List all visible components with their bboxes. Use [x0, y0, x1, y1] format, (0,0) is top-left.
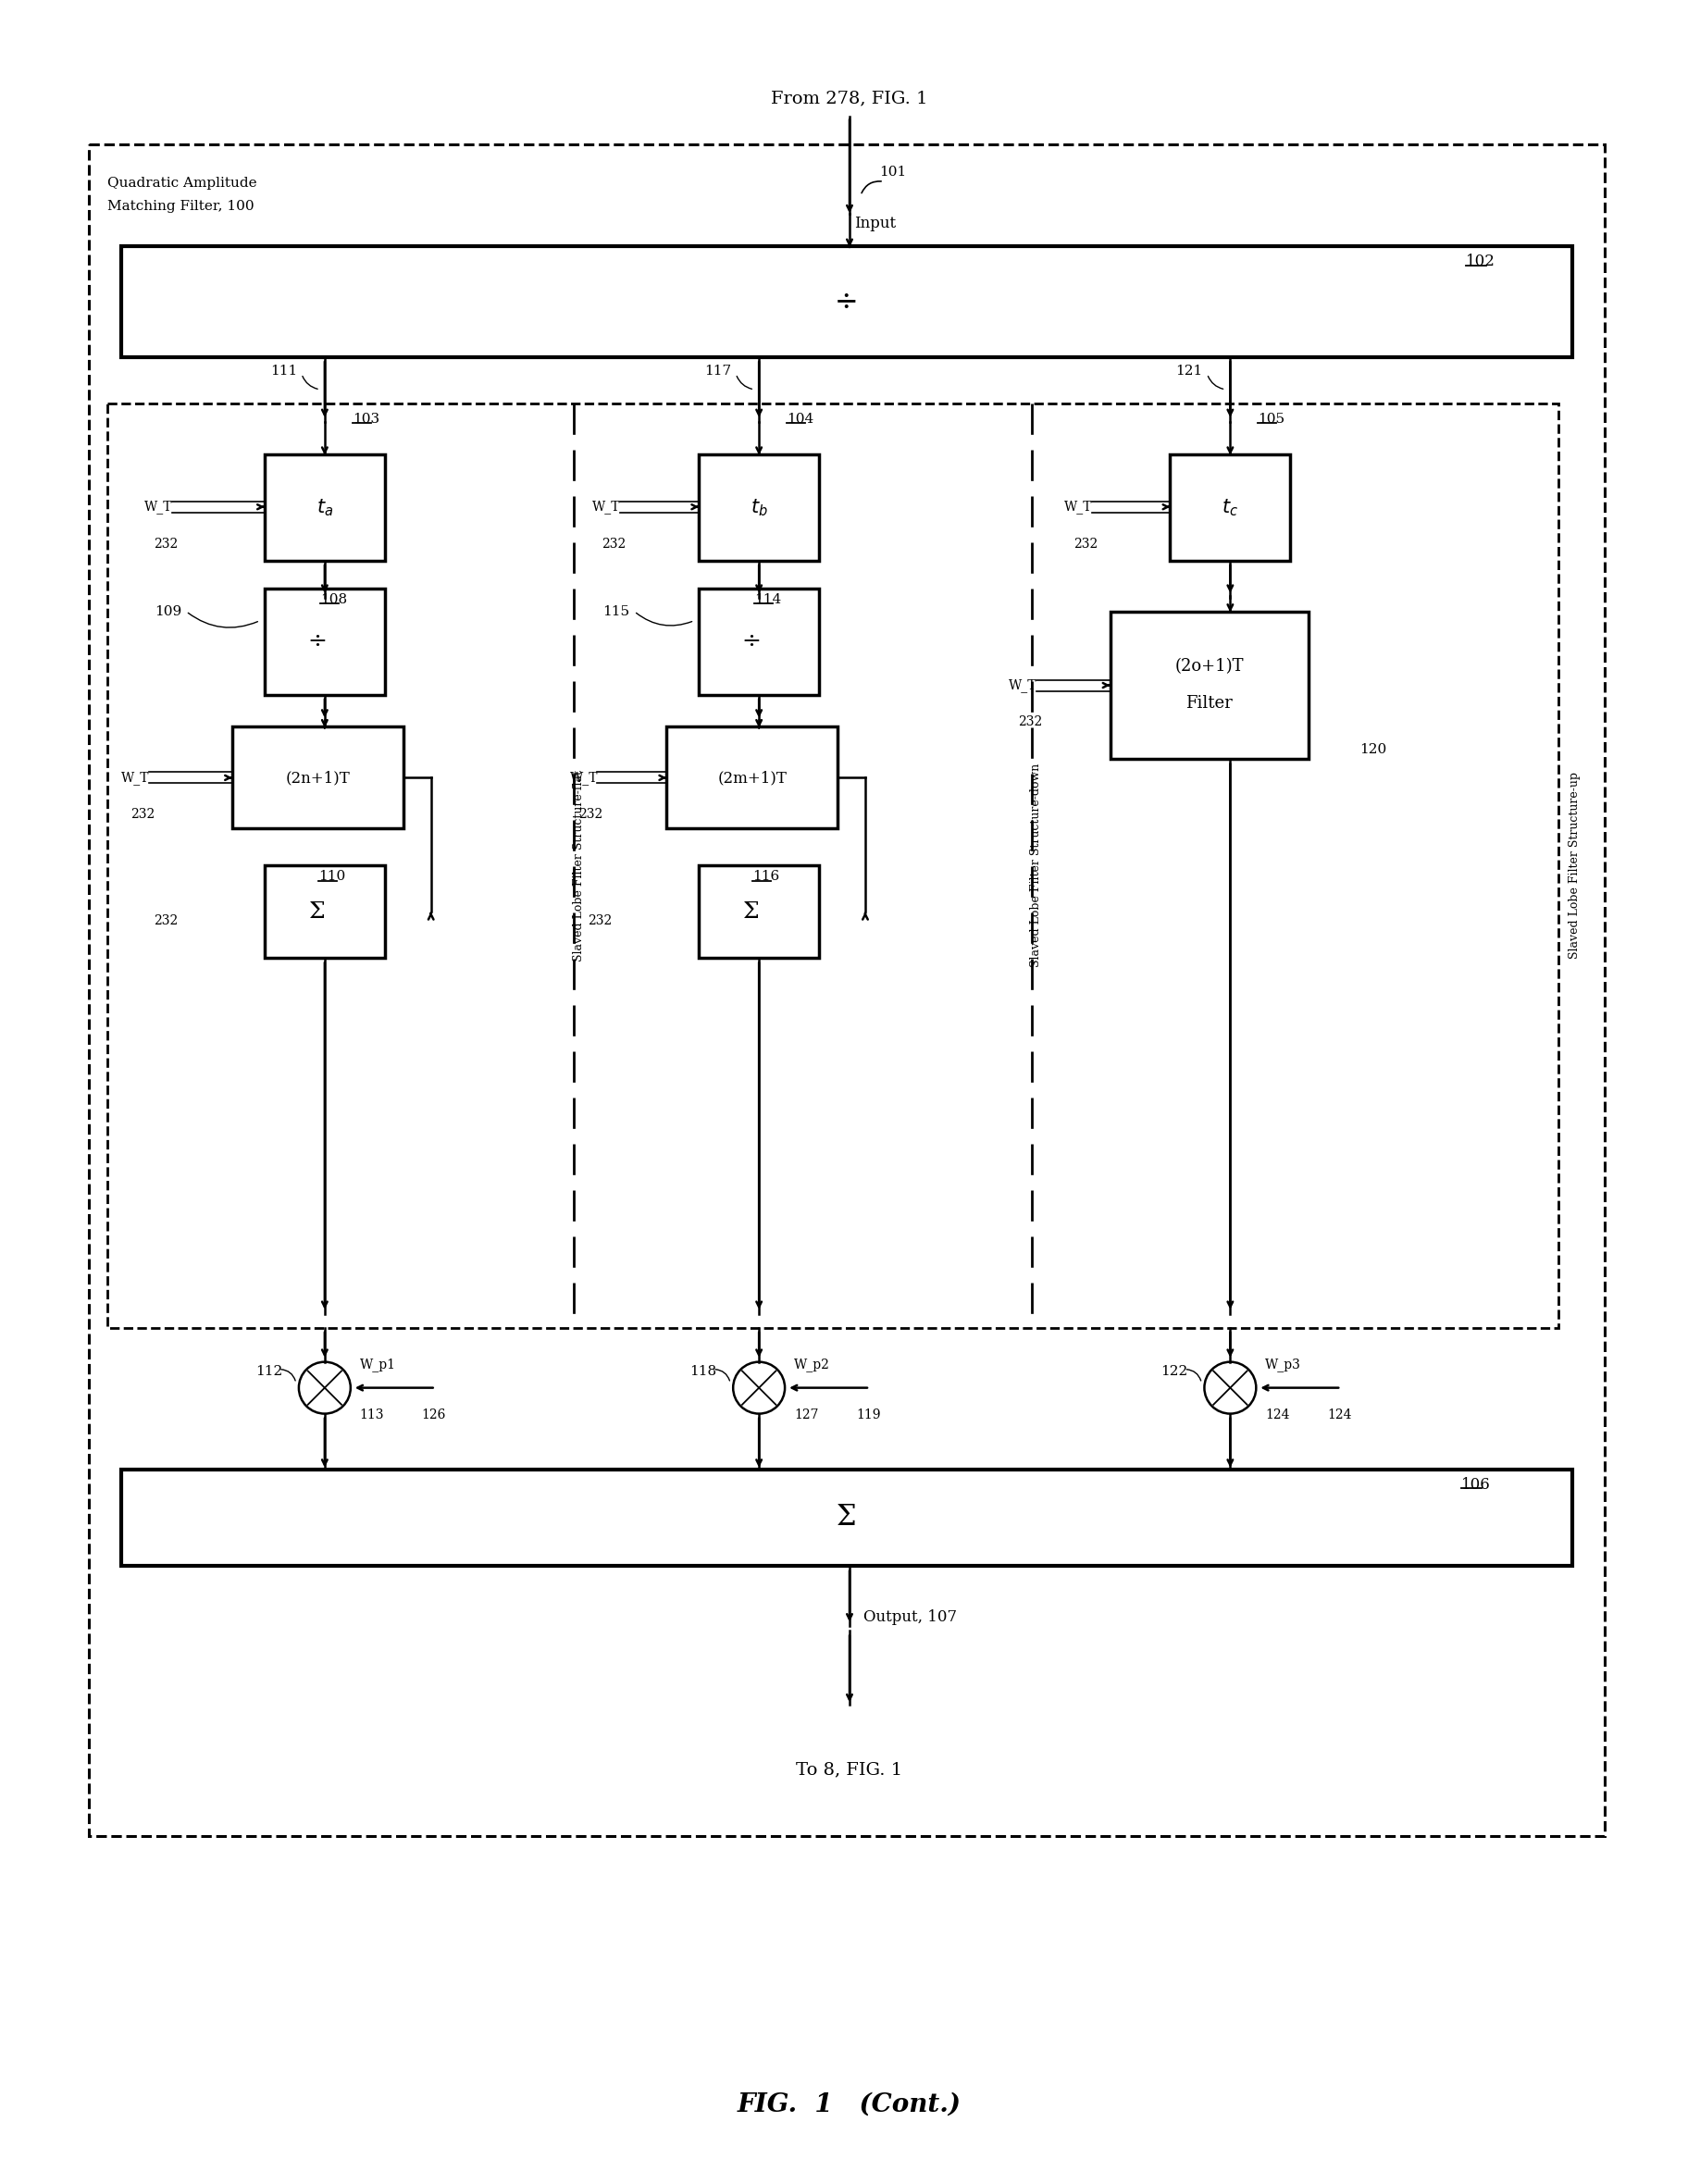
Text: W_p3: W_p3	[1265, 1358, 1300, 1372]
Text: 112: 112	[255, 1365, 282, 1378]
Text: 124: 124	[1265, 1409, 1290, 1422]
Text: W_T: W_T	[144, 500, 173, 513]
Text: 232: 232	[131, 808, 155, 821]
Text: ÷: ÷	[835, 288, 859, 317]
Text: 232: 232	[153, 915, 178, 928]
Text: 111: 111	[270, 365, 298, 378]
Text: FIG.  1   (Cont.): FIG. 1 (Cont.)	[738, 2092, 962, 2116]
Bar	[88, 144, 1605, 1837]
Text: (2m+1)T: (2m+1)T	[717, 771, 787, 786]
Text: Σ: Σ	[743, 902, 760, 922]
Text: 104: 104	[787, 413, 814, 426]
Bar	[265, 587, 384, 695]
Text: 126: 126	[422, 1409, 445, 1422]
Text: 117: 117	[704, 365, 731, 378]
Text: 119: 119	[857, 1409, 881, 1422]
Text: To 8, FIG. 1: To 8, FIG. 1	[796, 1760, 903, 1778]
Text: Output, 107: Output, 107	[864, 1610, 957, 1625]
Text: 105: 105	[1258, 413, 1285, 426]
Text: 124: 124	[1328, 1409, 1352, 1422]
Text: 232: 232	[153, 537, 178, 550]
Bar	[233, 727, 403, 828]
Text: From 278, FIG. 1: From 278, FIG. 1	[772, 90, 928, 107]
Text: 114: 114	[755, 592, 782, 605]
Bar	[666, 727, 838, 828]
Text: ÷: ÷	[308, 631, 326, 653]
Text: ÷: ÷	[741, 631, 762, 653]
Text: 108: 108	[320, 592, 347, 605]
Bar	[265, 865, 384, 959]
Text: W_p1: W_p1	[360, 1358, 396, 1372]
Bar	[107, 404, 1559, 1328]
Bar	[121, 1470, 1573, 1566]
Text: 232: 232	[578, 808, 604, 821]
Text: Slaved Lobe Filter Structure-up: Slaved Lobe Filter Structure-up	[1569, 773, 1581, 959]
Text: W_T: W_T	[121, 771, 150, 784]
Text: $t_c$: $t_c$	[1222, 498, 1239, 518]
Text: Matching Filter, 100: Matching Filter, 100	[107, 201, 255, 214]
Text: 122: 122	[1161, 1365, 1188, 1378]
Bar	[265, 454, 384, 561]
Bar	[699, 865, 819, 959]
Text: Input: Input	[853, 216, 896, 232]
Text: W_p2: W_p2	[794, 1358, 830, 1372]
Text: 115: 115	[604, 605, 629, 618]
Text: Filter: Filter	[1187, 695, 1232, 712]
Text: Slaved Lobe Filter Structure-down: Slaved Lobe Filter Structure-down	[1030, 764, 1042, 968]
Text: 120: 120	[1360, 743, 1387, 756]
Text: Quadratic Amplitude: Quadratic Amplitude	[107, 177, 257, 190]
Text: 106: 106	[1462, 1476, 1491, 1492]
Text: W_T: W_T	[570, 771, 598, 784]
Text: (2o+1)T: (2o+1)T	[1175, 660, 1244, 675]
Text: 103: 103	[352, 413, 379, 426]
Text: Slaved Lobe Filter Structure-flat: Slaved Lobe Filter Structure-flat	[573, 769, 585, 961]
Text: Σ: Σ	[836, 1503, 857, 1531]
Text: 127: 127	[794, 1409, 819, 1422]
Text: W_T: W_T	[593, 500, 620, 513]
Bar	[121, 247, 1573, 358]
Text: 109: 109	[155, 605, 182, 618]
Text: 101: 101	[879, 166, 906, 179]
Bar	[1110, 612, 1309, 760]
Text: W_T: W_T	[1008, 679, 1037, 692]
Bar	[699, 454, 819, 561]
Text: 232: 232	[1018, 716, 1042, 729]
Text: Σ: Σ	[309, 902, 325, 922]
Text: 232: 232	[588, 915, 612, 928]
Text: 118: 118	[690, 1365, 717, 1378]
Bar	[1170, 454, 1290, 561]
Bar	[699, 587, 819, 695]
Text: 232: 232	[1073, 537, 1098, 550]
Text: 113: 113	[360, 1409, 384, 1422]
Text: 232: 232	[602, 537, 626, 550]
Text: 116: 116	[753, 869, 780, 882]
Text: $t_b$: $t_b$	[750, 498, 768, 518]
Text: 102: 102	[1465, 253, 1496, 269]
Text: (2n+1)T: (2n+1)T	[286, 771, 350, 786]
Text: 121: 121	[1175, 365, 1202, 378]
Text: W_T: W_T	[1064, 500, 1091, 513]
Text: $t_a$: $t_a$	[316, 498, 333, 518]
Text: 110: 110	[318, 869, 345, 882]
